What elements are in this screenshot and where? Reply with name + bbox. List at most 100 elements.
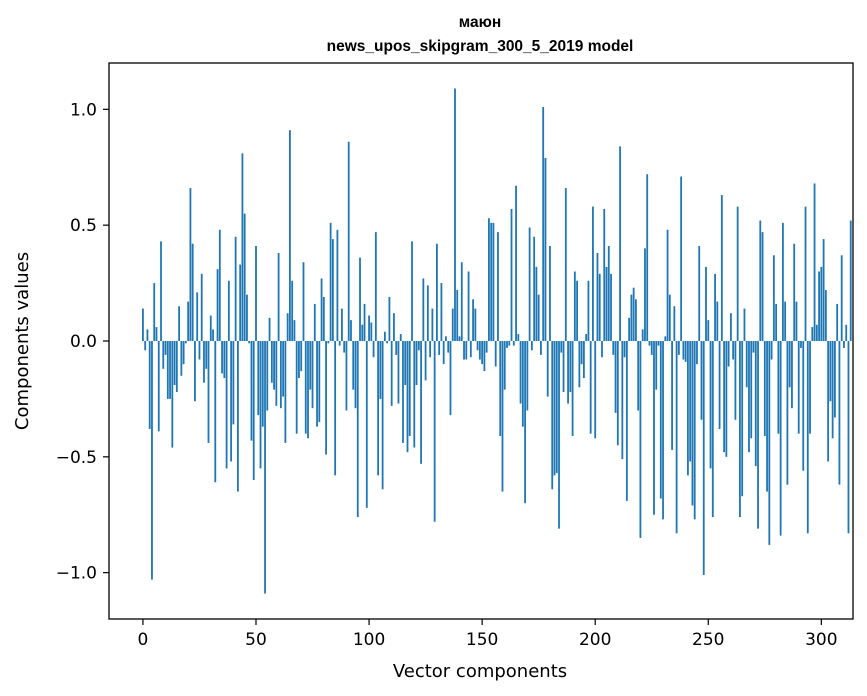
bar [793, 243, 796, 341]
bar [478, 341, 481, 360]
bar [829, 341, 832, 402]
bar [241, 153, 244, 341]
bar [800, 341, 802, 348]
bar [399, 334, 402, 341]
bar [212, 329, 214, 341]
bar [567, 341, 569, 404]
bar [524, 341, 526, 504]
bar [397, 341, 400, 404]
bar [662, 341, 664, 520]
bar [361, 324, 364, 341]
bar [594, 341, 597, 439]
bar [811, 327, 814, 341]
bar [223, 341, 226, 379]
bar [413, 341, 416, 448]
bar [711, 341, 714, 518]
bar [420, 341, 422, 464]
bar [759, 220, 762, 341]
bar [456, 290, 459, 341]
bar [537, 294, 540, 341]
bar [777, 341, 780, 434]
bar [501, 341, 504, 492]
bar [530, 341, 533, 351]
bar [684, 341, 687, 362]
bar [616, 341, 619, 446]
bar [506, 341, 508, 348]
bar [191, 243, 194, 341]
bar [734, 341, 737, 420]
bar [641, 329, 644, 341]
bar [390, 341, 393, 406]
bar [700, 341, 703, 420]
bar [551, 341, 554, 490]
bar [300, 341, 303, 372]
bar [458, 336, 461, 341]
bar [768, 341, 771, 545]
bar [775, 303, 778, 341]
bar [356, 341, 359, 518]
bar [481, 341, 484, 365]
bar [781, 222, 784, 341]
y-tick-label: 0.5 [70, 216, 97, 236]
bar [766, 341, 768, 492]
bar [282, 341, 285, 397]
bar [320, 278, 323, 341]
bar [757, 341, 759, 529]
bar [424, 341, 427, 381]
bar [603, 208, 606, 341]
bar [569, 341, 572, 392]
bar [736, 206, 739, 341]
bar [490, 222, 493, 341]
y-tick-label: −1.0 [56, 564, 97, 584]
bar [607, 246, 610, 341]
bar [463, 341, 465, 360]
bar [716, 301, 719, 341]
bar [395, 341, 398, 355]
bar [243, 213, 246, 341]
bar [675, 341, 678, 534]
bar [175, 341, 178, 392]
bar [650, 341, 653, 355]
bar [438, 341, 441, 355]
bar [614, 341, 617, 413]
y-tick-label: 1.0 [70, 100, 97, 120]
bar [578, 341, 581, 388]
bar [203, 341, 205, 383]
bar [341, 308, 343, 341]
bar [345, 341, 348, 411]
bar [307, 341, 309, 439]
bar [831, 341, 834, 439]
bar [474, 308, 477, 341]
bar [779, 341, 782, 536]
bar [379, 341, 382, 399]
bar [562, 341, 565, 392]
bar [151, 341, 153, 580]
bar [596, 252, 599, 341]
bar [677, 341, 680, 355]
bar [804, 206, 807, 341]
bar [257, 341, 260, 416]
bar [472, 299, 474, 341]
bar [227, 280, 230, 341]
bar [451, 308, 454, 341]
bar [180, 341, 183, 376]
bar [289, 130, 291, 341]
bar [743, 308, 746, 341]
bar [209, 315, 212, 341]
bar [592, 206, 594, 341]
bar [488, 218, 490, 341]
bar [368, 315, 370, 341]
bar [246, 294, 248, 341]
bar [164, 341, 167, 355]
bar [691, 341, 694, 506]
bar [363, 303, 366, 341]
bar [628, 317, 631, 341]
bar [370, 322, 373, 341]
bar [142, 308, 144, 341]
bar [763, 341, 766, 436]
bar [255, 246, 257, 341]
bar [325, 341, 327, 455]
bar [469, 341, 472, 358]
bar [216, 269, 219, 341]
bar [517, 334, 520, 341]
